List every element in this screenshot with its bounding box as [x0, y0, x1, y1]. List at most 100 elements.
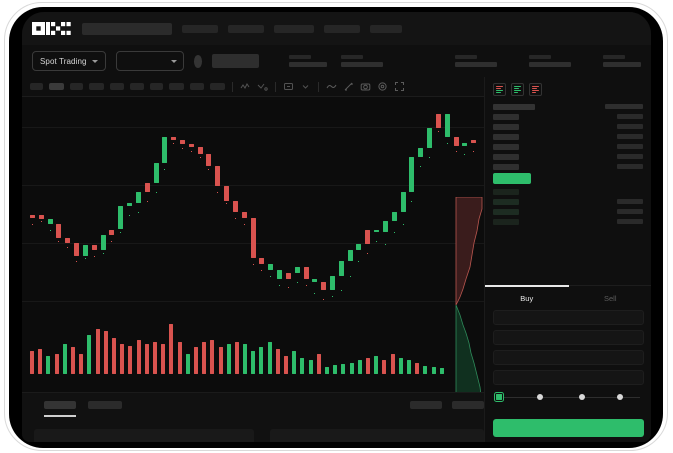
slider-handle[interactable]	[495, 392, 503, 401]
orderbook-ask-row[interactable]	[493, 132, 643, 141]
compare-icon[interactable]	[257, 81, 268, 92]
orderbook-bid-row[interactable]	[493, 197, 643, 206]
tab-sell[interactable]: Sell	[569, 286, 652, 310]
magnet-icon[interactable]	[343, 81, 354, 92]
stat-label	[455, 55, 478, 59]
bottom-tab-open-orders[interactable]	[44, 401, 76, 409]
timeframe-1m[interactable]	[30, 83, 43, 90]
orderbook-ask-row[interactable]	[493, 152, 643, 161]
device-outline	[4, 2, 668, 451]
candle	[241, 97, 247, 307]
orderbook-ask-row[interactable]	[493, 122, 643, 131]
bottom-tab-order-history[interactable]	[88, 401, 122, 409]
timeframe-30m[interactable]	[89, 83, 104, 90]
volume-bar	[374, 355, 379, 374]
timeframe-more[interactable]	[210, 83, 225, 90]
template-icon[interactable]	[283, 81, 294, 92]
orderbook-ask-row[interactable]	[493, 142, 643, 151]
bottom-action-cancel-all[interactable]	[452, 401, 484, 409]
candle	[47, 97, 53, 307]
volume-bar	[300, 358, 305, 374]
timeframe-1M[interactable]	[190, 83, 204, 90]
price-chart[interactable]	[22, 97, 484, 392]
order-amount-field[interactable]	[493, 330, 644, 345]
volume-bar	[95, 328, 100, 374]
orderbook-header-row	[493, 102, 643, 111]
orderbook-mode-buy-icon[interactable]	[511, 83, 524, 96]
nav-item-markets[interactable]	[182, 24, 218, 33]
last-price-display	[212, 54, 260, 68]
candle	[365, 97, 371, 307]
volume-bar	[30, 351, 34, 374]
candle	[74, 97, 80, 307]
volume-bar	[62, 344, 67, 374]
candle-wick	[93, 255, 95, 257]
okx-logo[interactable]	[32, 22, 72, 35]
candle-body	[82, 245, 88, 256]
volume-bar	[251, 351, 256, 374]
slider-node-75[interactable]	[617, 393, 623, 400]
spot-trading-selector[interactable]: Spot Trading	[32, 51, 106, 71]
fullscreen-icon[interactable]	[394, 81, 405, 92]
orderbook-mode-sell-icon[interactable]	[529, 83, 542, 96]
volume-bar	[349, 362, 354, 374]
volume-bar	[341, 363, 346, 374]
tab-buy[interactable]: Buy	[485, 285, 569, 310]
order-percent-slider[interactable]	[495, 391, 642, 403]
candle-wick	[252, 264, 254, 266]
volume-bar	[185, 353, 190, 374]
candle-body	[356, 243, 362, 250]
trading-pair-selector[interactable]	[115, 51, 184, 71]
settings-gear-icon[interactable]	[377, 81, 388, 92]
order-price-field[interactable]	[493, 310, 644, 325]
candle-body	[277, 270, 283, 279]
timeframe-1d[interactable]	[150, 83, 163, 90]
candle-wick	[287, 287, 289, 289]
timeframe-4h[interactable]	[130, 83, 144, 90]
line-chart-icon[interactable]	[326, 81, 337, 92]
candle	[259, 97, 265, 307]
candle-wick	[76, 261, 78, 263]
order-total-field[interactable]	[493, 350, 644, 365]
candle-wick	[261, 270, 263, 272]
orderbook-bid-row[interactable]	[493, 217, 643, 226]
search-input[interactable]	[82, 22, 172, 35]
slider-node-50[interactable]	[579, 393, 585, 400]
nav-item-derivatives[interactable]	[274, 24, 314, 33]
orderbook-bid-row[interactable]	[493, 207, 643, 216]
volume-bar	[177, 342, 182, 374]
timeframe-5m[interactable]	[49, 83, 64, 90]
volume-bar	[292, 351, 297, 374]
indicator-icon[interactable]	[240, 81, 251, 92]
order-extra-field[interactable]	[493, 370, 644, 385]
candle-wick	[190, 151, 192, 153]
volume-bar	[128, 345, 133, 374]
place-buy-order-button[interactable]	[493, 419, 644, 437]
orderbook-mode-both-icon[interactable]	[493, 83, 506, 96]
nav-item-trade[interactable]	[228, 24, 264, 33]
orderbook-ask-row[interactable]	[493, 162, 643, 171]
candle	[409, 97, 415, 307]
candle	[347, 97, 353, 307]
slider-node-25[interactable]	[537, 393, 543, 400]
orderbook-list[interactable]	[485, 100, 651, 226]
candle	[285, 97, 291, 307]
stat-value	[529, 62, 572, 67]
orderbook-ask-row[interactable]	[493, 112, 643, 121]
chevron-down-icon[interactable]	[300, 81, 311, 92]
camera-icon[interactable]	[360, 81, 371, 92]
candle-wick	[58, 241, 60, 243]
timeframe-15m[interactable]	[70, 83, 83, 90]
candle-wick	[217, 191, 219, 193]
candle-body	[303, 267, 309, 279]
nav-item-more[interactable]	[370, 24, 402, 33]
coin-avatar	[193, 54, 203, 68]
nav-item-earn[interactable]	[324, 24, 360, 33]
orderbook-bid-row[interactable]	[493, 187, 643, 196]
timeframe-1w[interactable]	[169, 83, 184, 90]
candle-wick	[164, 168, 166, 170]
stat-24h-low	[455, 55, 498, 67]
bottom-action-hide-other-pairs[interactable]	[410, 401, 442, 409]
candle	[38, 97, 44, 307]
timeframe-1h[interactable]	[110, 83, 124, 90]
